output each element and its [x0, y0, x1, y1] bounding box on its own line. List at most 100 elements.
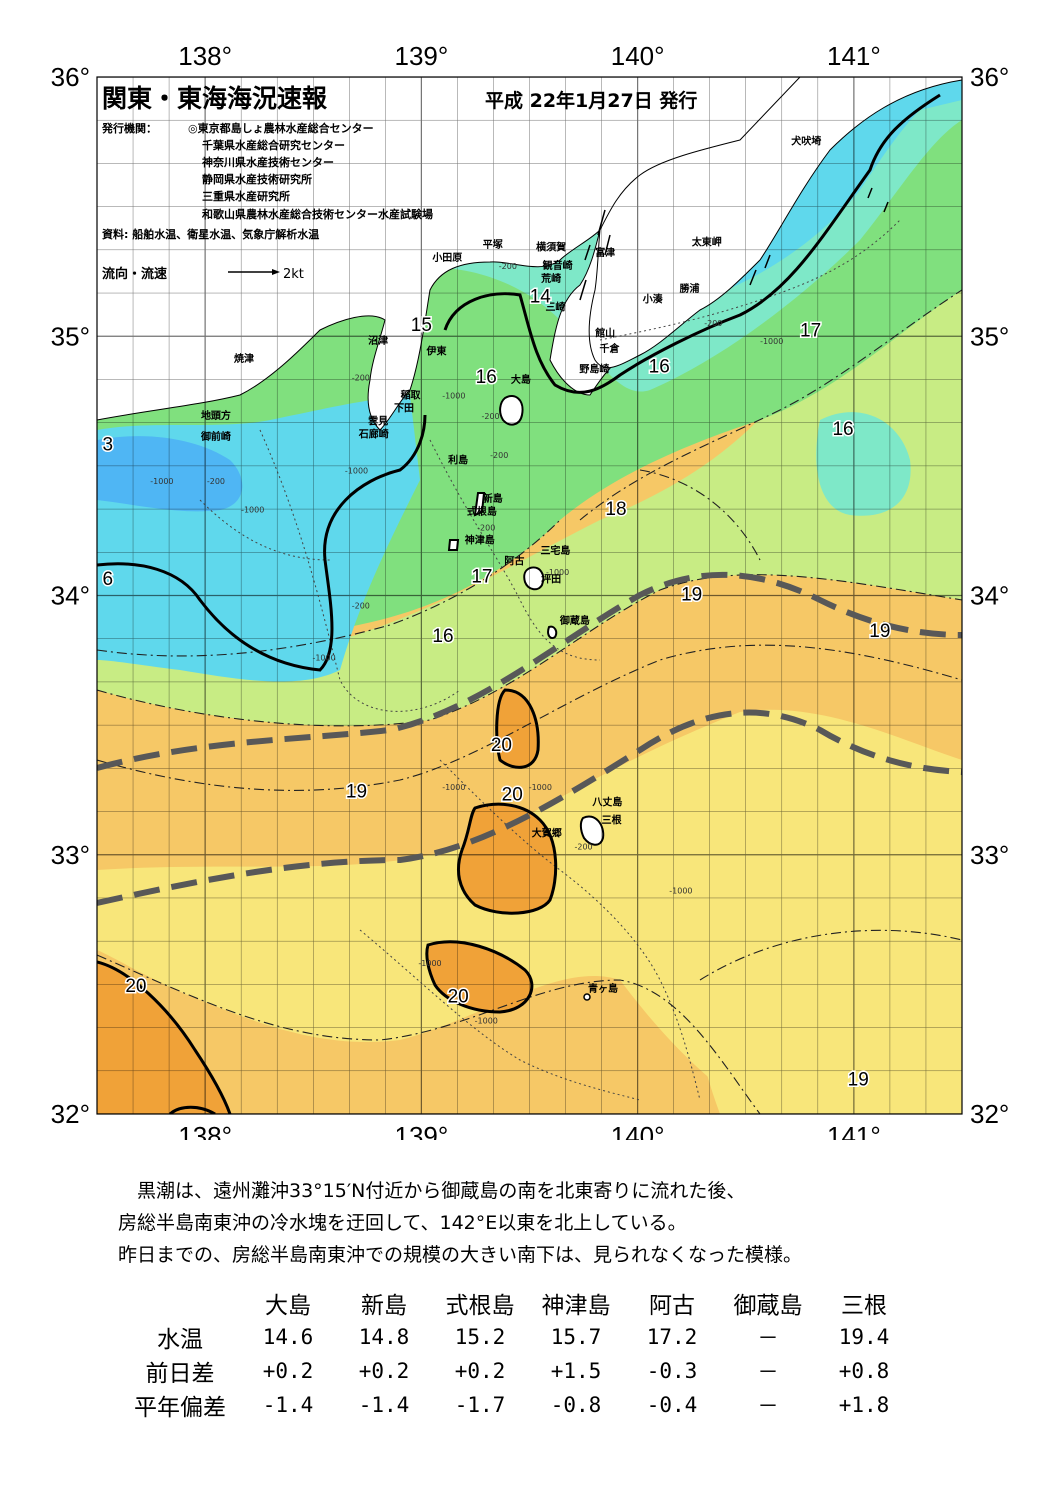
- longitude-label: 141°: [827, 1121, 881, 1140]
- sst-zone-cold-west: [97, 436, 243, 512]
- table-cell: 19.4: [838, 1325, 890, 1349]
- current-legend-arrow: [228, 269, 280, 275]
- place-label: 大島: [511, 373, 531, 386]
- depth-label: -200: [481, 412, 499, 421]
- island-aogashima: [583, 993, 591, 1001]
- longitude-labels-top: 138° 139° 140° 141°: [178, 41, 881, 71]
- place-label: 館山: [594, 326, 615, 339]
- table-cell: -0.4: [646, 1393, 698, 1417]
- latitude-label: 35°: [970, 321, 1009, 351]
- place-label: 神津島: [465, 534, 495, 547]
- place-label: 御蔵島: [559, 614, 590, 627]
- place-label: 観音崎: [543, 259, 573, 272]
- table-cell: +0.2: [454, 1359, 506, 1383]
- table-cell: -1.7: [454, 1393, 506, 1417]
- isobaths: [199, 219, 901, 1101]
- island-mikurajima: [547, 625, 558, 639]
- depth-label: -1000: [442, 391, 465, 400]
- longitude-label: 141°: [827, 41, 881, 71]
- depth-label: -1000: [475, 1016, 498, 1025]
- col-oshima: 大島: [265, 1293, 311, 1319]
- latitude-label: 35°: [51, 321, 90, 351]
- longitude-label: 138°: [178, 1121, 232, 1140]
- place-label: 稲取: [401, 388, 422, 401]
- row-label: 水温: [157, 1327, 203, 1353]
- temperature-label: 20: [448, 987, 469, 1008]
- place-label: 石廊崎: [358, 427, 389, 440]
- place-label: 焼津: [234, 352, 254, 365]
- latitude-label: 32°: [51, 1099, 90, 1129]
- place-label: 千倉: [600, 342, 621, 355]
- depth-label: -200: [574, 843, 592, 852]
- issuer-5: 三重県水産研究所: [202, 189, 290, 203]
- col-mikurajima: 御蔵島: [733, 1293, 803, 1319]
- table-cell: -0.8: [550, 1393, 602, 1417]
- table-cell: －: [757, 1326, 779, 1350]
- place-label: 三宅島: [540, 544, 570, 557]
- issuer-6: 和歌山県農林水産総合技術センター水産試験場: [202, 207, 433, 221]
- row-label: 前日差: [145, 1361, 215, 1387]
- table-row: 前日差 +0.2 +0.2 +0.2 +1.5 -0.3 － +0.8: [120, 1354, 912, 1388]
- place-label: 野島崎: [579, 363, 609, 376]
- depth-label: -200: [477, 524, 495, 533]
- island-miyakejima: [523, 566, 545, 591]
- description-line-3: 昨日までの、房総半島南東沖での規模の大きい南下は、見られなくなった模様。: [118, 1244, 803, 1266]
- issuer-2: 千葉県水産総合研究センター: [202, 138, 345, 152]
- depth-label: -1000: [442, 783, 465, 792]
- place-label: 犬吠埼: [791, 134, 821, 147]
- place-label: 平塚: [483, 238, 503, 251]
- table-header-row: 大島 新島 式根島 神津島 阿古 御蔵島 三根: [120, 1286, 912, 1320]
- island-hachijojima: [579, 815, 605, 846]
- temperature-label: 17: [800, 320, 821, 341]
- row-label: 平年偏差: [134, 1395, 226, 1421]
- table-cell: -1.4: [358, 1393, 410, 1417]
- latitude-labels-left: 36° 35° 34° 33° 32°: [51, 62, 90, 1129]
- issuer-3: 神奈川県水産技術センター: [202, 155, 334, 169]
- map-area: [97, 77, 962, 1114]
- table-cell: -0.3: [646, 1359, 698, 1383]
- place-label: 小田原: [431, 251, 462, 264]
- latitude-label: 32°: [970, 1099, 1009, 1129]
- col-kozushima: 神津島: [541, 1293, 611, 1319]
- current-arrows: [579, 187, 889, 301]
- col-mitsune: 三根: [841, 1293, 887, 1319]
- temperature-label: 14: [530, 287, 552, 308]
- issuers-label: 発行機関：: [101, 121, 157, 135]
- latitude-label: 34°: [51, 581, 90, 611]
- place-label: 青ヶ島: [588, 982, 618, 995]
- land-boso: [588, 77, 962, 369]
- col-ako: 阿古: [649, 1293, 695, 1319]
- longitude-labels-bottom: 138° 139° 140° 141°: [178, 1121, 881, 1140]
- place-label: 勝浦: [680, 282, 700, 295]
- table-cell: 15.7: [550, 1325, 602, 1349]
- temperature-label: 19: [346, 782, 367, 803]
- place-label: 三根: [602, 814, 622, 827]
- depth-label: -1000: [312, 653, 335, 662]
- kuroshio-axis: [97, 571, 962, 906]
- isotherms: [97, 289, 962, 1114]
- place-label: 太東岬: [691, 236, 722, 249]
- place-label: 沼津: [368, 334, 388, 347]
- depth-label: -1000: [150, 477, 173, 486]
- description-line-1: 黒潮は、遠州灘沖33°15′N付近から御蔵島の南を北東寄りに流れた後、: [137, 1180, 746, 1202]
- place-label: 阿古: [504, 554, 524, 567]
- depth-label: -200: [704, 319, 722, 328]
- longitude-label: 140°: [611, 41, 665, 71]
- table-cell: －: [757, 1394, 779, 1418]
- latitude-label: 36°: [51, 62, 90, 92]
- temperature-label: 18: [605, 499, 626, 520]
- depth-label: -1000: [241, 506, 264, 515]
- issue-date: 平成 22年1月27日 発行: [485, 89, 697, 112]
- place-label: 横須賀: [536, 241, 566, 254]
- sst-zone-deeporange-1: [496, 690, 539, 768]
- depth-label: -200: [207, 477, 225, 486]
- depth-label: -200: [490, 451, 508, 460]
- island-oshima: [499, 395, 524, 426]
- depth-label: -1000: [760, 337, 783, 346]
- table-cell: 14.6: [262, 1325, 314, 1349]
- depth-label: -1000: [546, 568, 569, 577]
- depth-label: -1000: [418, 959, 441, 968]
- temperature-label: 16: [432, 626, 453, 647]
- place-label: 下田: [394, 402, 414, 414]
- table-cell: +0.2: [358, 1359, 410, 1383]
